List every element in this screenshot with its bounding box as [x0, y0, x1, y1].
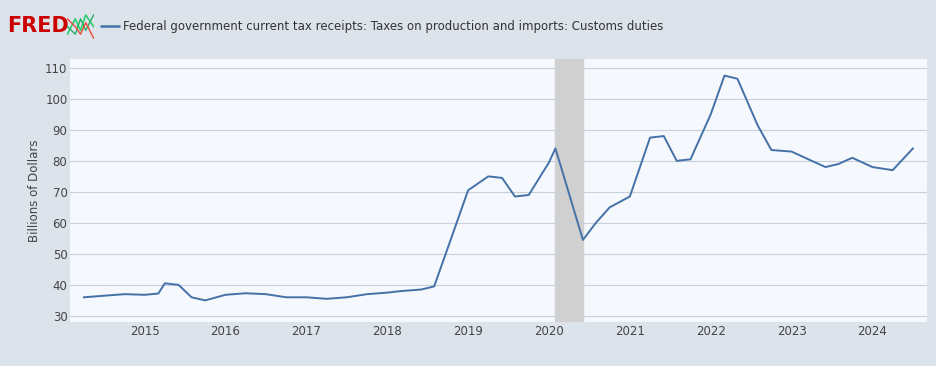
Y-axis label: Billions of Dollars: Billions of Dollars	[28, 139, 41, 242]
Text: Federal government current tax receipts: Taxes on production and imports: Custom: Federal government current tax receipts:…	[123, 20, 663, 33]
Bar	[555, 59, 583, 322]
Text: FRED: FRED	[7, 16, 69, 36]
